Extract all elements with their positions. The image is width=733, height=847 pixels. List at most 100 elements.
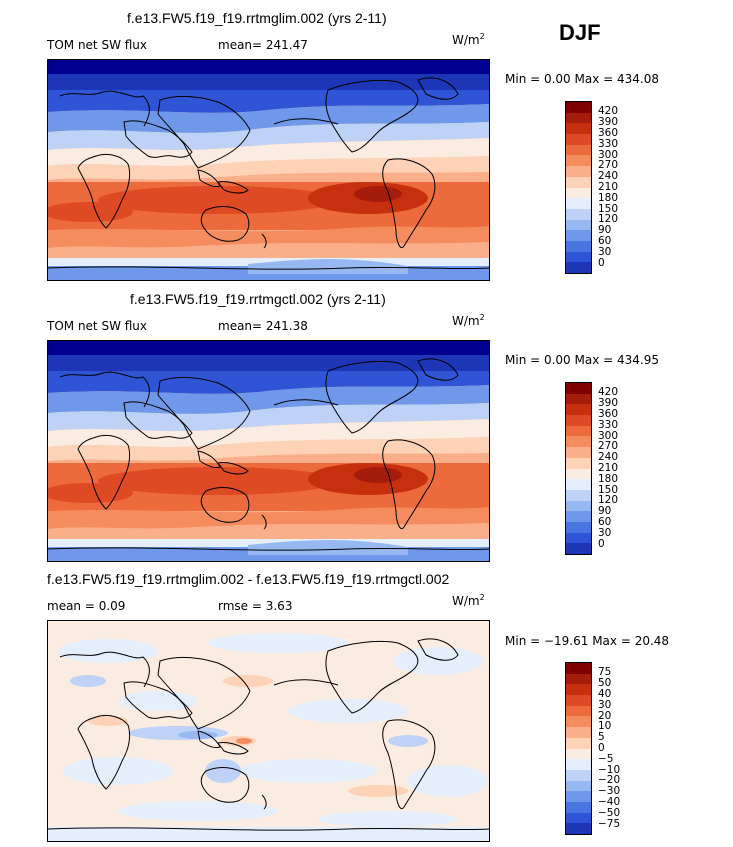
panel-top-mean: mean= 241.47 bbox=[218, 38, 308, 52]
colorbar-tick: −5 bbox=[598, 752, 614, 765]
colorbar-tick: 90 bbox=[598, 505, 612, 518]
colorbar-swatch bbox=[566, 425, 591, 437]
colorbar-swatch bbox=[566, 823, 591, 834]
colorbar-tick: 330 bbox=[598, 137, 619, 150]
panel-top-map-svg bbox=[48, 60, 489, 280]
colorbar-swatch bbox=[566, 791, 591, 802]
colorbar-swatch bbox=[566, 112, 591, 124]
colorbar-swatch bbox=[566, 176, 591, 188]
colorbar-tick: 30 bbox=[598, 698, 612, 711]
colorbar-swatch bbox=[566, 383, 591, 394]
colorbar-tick: 5 bbox=[598, 731, 605, 744]
colorbar-swatch bbox=[566, 489, 591, 501]
colorbar-tick: 180 bbox=[598, 191, 619, 204]
colorbar-swatch bbox=[566, 727, 591, 738]
colorbar-swatch bbox=[566, 166, 591, 177]
colorbar-tick: 300 bbox=[598, 429, 619, 442]
colorbar-swatch bbox=[566, 187, 591, 199]
panel-bottom-rmse: rmse = 3.63 bbox=[218, 599, 293, 613]
colorbar-swatch bbox=[566, 262, 591, 273]
panel-middle-colorbar bbox=[565, 382, 592, 555]
panel-bottom-colorbar bbox=[565, 662, 592, 835]
colorbar-swatch bbox=[566, 208, 591, 220]
colorbar-tick: 120 bbox=[598, 494, 619, 507]
colorbar-tick: 360 bbox=[598, 407, 619, 420]
colorbar-swatch bbox=[566, 436, 591, 448]
colorbar-tick: 0 bbox=[598, 742, 605, 754]
colorbar-swatch bbox=[566, 230, 591, 241]
colorbar-swatch bbox=[566, 511, 591, 522]
colorbar-tick: 40 bbox=[598, 687, 612, 700]
colorbar-tick: 240 bbox=[598, 451, 619, 464]
colorbar-tick: −20 bbox=[598, 774, 621, 787]
colorbar-swatch bbox=[566, 155, 591, 167]
colorbar-swatch bbox=[566, 737, 591, 749]
colorbar-swatch bbox=[566, 500, 591, 512]
colorbar-swatch bbox=[566, 695, 591, 706]
panel-top-colorbar-ticks: 420 390 360 330 300 270 240 210 180 150 120 90 60 30 0 bbox=[598, 101, 638, 274]
colorbar-swatch bbox=[566, 240, 591, 252]
panel-middle-colorbar-ticks: 420 390 360 330 300 270 240 210 180 150 120 90 60 30 0 bbox=[598, 382, 638, 555]
panel-top-variable-label: TOM net SW flux bbox=[47, 38, 148, 52]
colorbar-swatch bbox=[566, 251, 591, 263]
colorbar-tick: −40 bbox=[598, 796, 621, 809]
colorbar-tick: 20 bbox=[598, 709, 612, 722]
colorbar-tick: 90 bbox=[598, 224, 612, 237]
colorbar-tick: −30 bbox=[598, 785, 621, 798]
panel-top-colorbar bbox=[565, 101, 592, 274]
colorbar-tick: 390 bbox=[598, 116, 619, 129]
colorbar-swatch bbox=[566, 198, 591, 209]
colorbar-swatch bbox=[566, 801, 591, 813]
colorbar-swatch bbox=[566, 219, 591, 231]
colorbar-tick: 120 bbox=[598, 213, 619, 226]
colorbar-swatch bbox=[566, 479, 591, 490]
colorbar-tick: 330 bbox=[598, 418, 619, 431]
colorbar-swatch bbox=[566, 404, 591, 416]
colorbar-swatch bbox=[566, 532, 591, 544]
colorbar-swatch bbox=[566, 457, 591, 469]
panel-middle-minmax: Min = 0.00 Max = 434.95 bbox=[505, 353, 659, 367]
colorbar-swatch bbox=[566, 102, 591, 113]
panel-bottom-colorbar-ticks: 75 50 40 30 20 10 5 0 −5 −10 −20 −30 −40 −50 −75 bbox=[598, 662, 638, 835]
colorbar-tick: 420 bbox=[598, 105, 619, 118]
colorbar-tick: 150 bbox=[598, 202, 619, 215]
colorbar-swatch bbox=[566, 393, 591, 405]
panel-top-title: f.e13.FW5.f19_f19.rrtmglim.002 (yrs 2-11… bbox=[127, 10, 387, 26]
colorbar-swatch bbox=[566, 521, 591, 533]
colorbar-swatch bbox=[566, 759, 591, 770]
colorbar-tick: 390 bbox=[598, 397, 619, 410]
colorbar-tick: 30 bbox=[598, 526, 612, 539]
panel-top-minmax: Min = 0.00 Max = 434.08 bbox=[505, 72, 659, 86]
colorbar-tick: 60 bbox=[598, 235, 612, 248]
panel-bottom-minmax: Min = −19.61 Max = 20.48 bbox=[505, 634, 670, 648]
colorbar-tick: 0 bbox=[598, 256, 605, 269]
panel-middle-mean: mean= 241.38 bbox=[218, 319, 308, 333]
colorbar-swatch bbox=[566, 447, 591, 458]
panel-middle-map-svg bbox=[48, 341, 489, 561]
colorbar-tick: 210 bbox=[598, 462, 619, 474]
panel-middle-units: W/m2 bbox=[452, 313, 485, 328]
colorbar-tick: 360 bbox=[598, 126, 619, 139]
colorbar-swatch bbox=[566, 468, 591, 480]
panel-bottom-mean: mean = 0.09 bbox=[47, 599, 126, 613]
colorbar-swatch bbox=[566, 684, 591, 696]
colorbar-tick: −10 bbox=[598, 763, 621, 776]
panel-middle-map bbox=[47, 340, 490, 562]
panel-middle-title: f.e13.FW5.f19_f19.rrtmgctl.002 (yrs 2-11… bbox=[130, 291, 386, 307]
colorbar-swatch bbox=[566, 769, 591, 781]
colorbar-swatch bbox=[566, 812, 591, 824]
panel-bottom-map bbox=[47, 620, 490, 842]
colorbar-tick: −50 bbox=[598, 806, 621, 819]
colorbar-tick: 300 bbox=[598, 148, 619, 161]
colorbar-swatch bbox=[566, 415, 591, 426]
colorbar-swatch bbox=[566, 144, 591, 156]
colorbar-tick: 210 bbox=[598, 181, 619, 193]
colorbar-swatch bbox=[566, 123, 591, 135]
colorbar-tick: 30 bbox=[598, 245, 612, 258]
colorbar-tick: 150 bbox=[598, 483, 619, 496]
colorbar-swatch bbox=[566, 673, 591, 685]
colorbar-swatch bbox=[566, 716, 591, 728]
panel-bottom-title: f.e13.FW5.f19_f19.rrtmglim.002 - f.e13.F… bbox=[47, 571, 450, 587]
panel-bottom-map-svg bbox=[48, 621, 489, 841]
colorbar-tick: 270 bbox=[598, 440, 619, 453]
